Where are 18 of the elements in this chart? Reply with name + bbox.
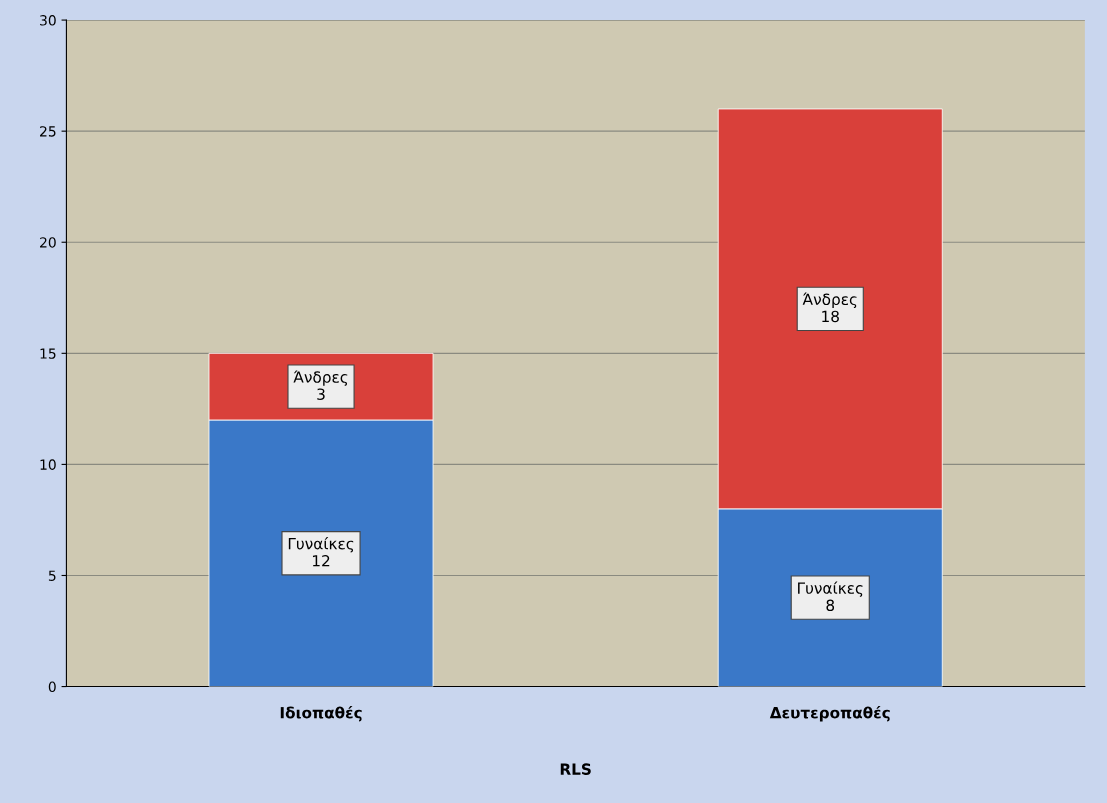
data-label: 18 [822,310,839,323]
y-tick-label: 15 [40,348,56,359]
data-label: 12 [312,555,330,567]
x-tick-label: Δευτεροπαθές [769,706,890,722]
y-tick-label: 20 [40,237,56,248]
x-axis-title: RLS [560,763,591,775]
y-tick-label: 10 [40,459,56,470]
text: Άνδρες [802,292,857,309]
text: Γυναίκες [288,537,354,553]
data-label: 3 [317,388,325,400]
x-tick-label: Ιδιοπαθές [280,706,362,722]
y-tick-label: 5 [48,570,56,581]
y-tick-label: 30 [40,15,56,26]
y-tick-label: 0 [48,681,56,693]
series-label: Άνδρες [293,370,348,386]
data-label: 8 [826,599,835,612]
series-label: Γυναίκες [798,581,863,597]
y-tick-label: 25 [40,126,56,137]
